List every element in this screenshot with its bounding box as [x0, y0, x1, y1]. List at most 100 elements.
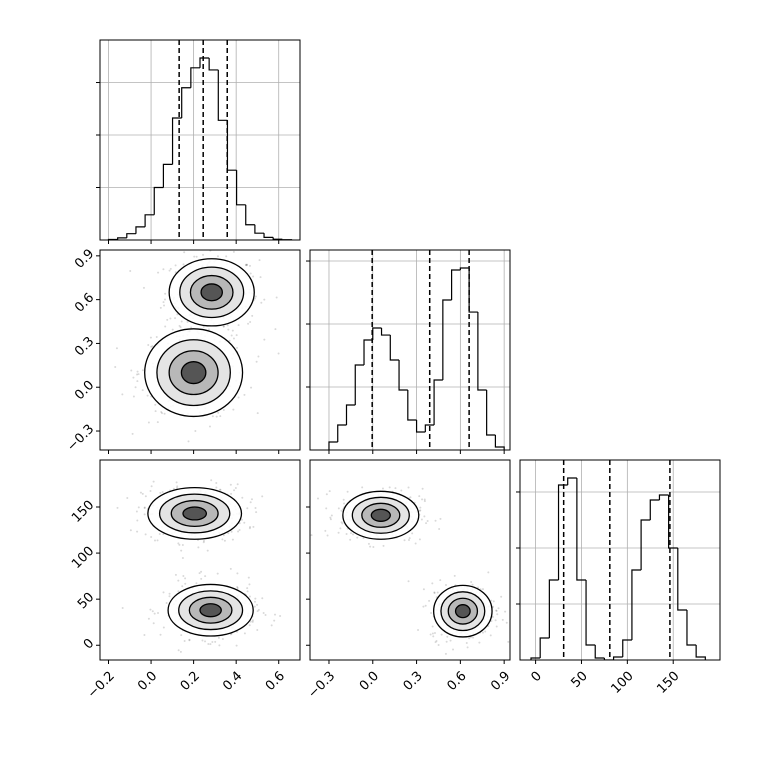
sample-point [434, 641, 437, 644]
histogram-bin [345, 404, 356, 425]
sample-point [429, 633, 432, 636]
sample-point [225, 255, 228, 258]
contour [454, 604, 471, 619]
sample-point [432, 635, 435, 638]
sample-point [495, 625, 498, 628]
histogram-bin [631, 569, 642, 641]
x-tick-label: 0.0 [135, 669, 160, 694]
sample-point [158, 533, 161, 536]
panel [100, 40, 300, 240]
histogram-bin [153, 186, 164, 215]
sample-point [471, 583, 474, 586]
sample-point [236, 572, 239, 575]
sample-point [500, 595, 503, 598]
histogram-bin [226, 120, 237, 171]
sample-point [219, 488, 222, 491]
sample-point [418, 509, 421, 512]
sample-point [195, 255, 198, 258]
contour [199, 603, 222, 618]
sample-point [262, 612, 265, 615]
sample-point [481, 631, 484, 634]
sample-point [144, 533, 147, 536]
histogram-bin [208, 58, 219, 71]
sample-point [184, 582, 187, 585]
sample-point [256, 412, 259, 415]
sample-point [129, 529, 132, 532]
sample-point [418, 538, 421, 541]
histogram-bin [354, 364, 365, 406]
sample-point [431, 582, 434, 585]
sample-point [246, 507, 249, 510]
sample-point [115, 347, 118, 350]
sample-point [182, 263, 185, 266]
sample-point [177, 590, 180, 593]
sample-point [274, 328, 277, 331]
sample-point [236, 483, 239, 486]
sample-point [419, 509, 422, 512]
sample-point [237, 530, 240, 533]
sample-point [248, 624, 251, 627]
sample-point [356, 536, 359, 539]
contour [370, 508, 391, 522]
sample-point [197, 546, 200, 549]
sample-point [492, 605, 495, 608]
sample-point [490, 620, 493, 623]
sample-point [263, 338, 266, 341]
histogram-bin [407, 390, 417, 421]
x-tick-label: 100 [608, 669, 636, 697]
sample-point [198, 572, 201, 575]
sample-point [176, 313, 179, 316]
sample-point [252, 275, 255, 278]
histogram-bin [171, 117, 182, 165]
sample-point [141, 389, 144, 392]
sample-point [249, 320, 252, 323]
sample-point [444, 584, 447, 587]
sample-point [250, 498, 253, 501]
sample-point [465, 642, 468, 645]
sample-point [478, 641, 481, 644]
sample-point [131, 432, 134, 435]
sample-point [226, 324, 229, 327]
sample-point [258, 259, 261, 262]
sample-point [259, 276, 262, 279]
sample-point [408, 537, 411, 540]
panel [310, 486, 510, 655]
sample-point [349, 538, 352, 541]
sample-point [168, 592, 171, 595]
sample-point [237, 324, 240, 327]
sample-point [150, 485, 153, 488]
y-tick-label: 150 [69, 498, 97, 526]
sample-point [154, 410, 157, 413]
sample-point [419, 506, 422, 509]
sample-point [200, 577, 203, 580]
y-tick-label: 0.9 [72, 247, 97, 272]
sample-point [126, 497, 129, 500]
sample-point [245, 264, 248, 267]
sample-point [247, 576, 250, 579]
sample-point [436, 591, 439, 594]
histogram-bin [245, 204, 255, 226]
sample-point [229, 633, 232, 636]
sample-point [244, 263, 247, 266]
sample-point [236, 586, 239, 589]
sample-point [231, 329, 234, 332]
sample-point [329, 518, 332, 521]
sample-point [407, 486, 410, 489]
sample-point [439, 517, 442, 520]
sample-point [175, 486, 178, 489]
sample-point [417, 629, 420, 632]
histogram-bin [235, 170, 246, 206]
sample-point [166, 318, 169, 321]
histogram-bin [486, 390, 496, 436]
sample-point [222, 325, 225, 328]
y-tick-label: 0.0 [72, 378, 97, 403]
sample-point [275, 296, 278, 299]
sample-point [210, 479, 213, 482]
sample-point [200, 570, 203, 573]
sample-point [248, 583, 251, 586]
sample-point [446, 635, 449, 638]
sample-point [428, 599, 431, 602]
sample-point [174, 573, 177, 576]
sample-point [270, 624, 273, 627]
sample-point [237, 396, 240, 399]
